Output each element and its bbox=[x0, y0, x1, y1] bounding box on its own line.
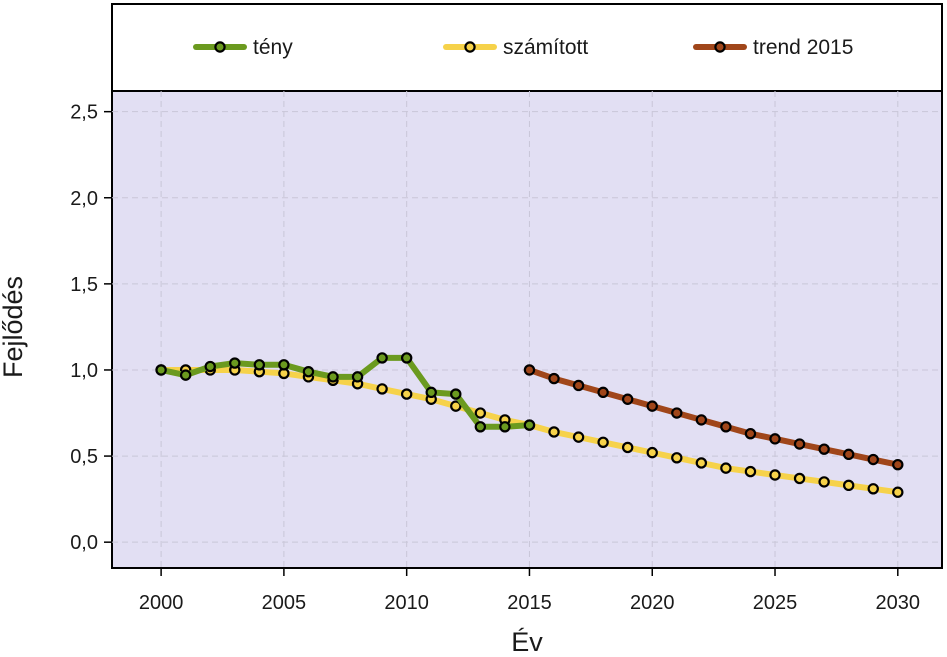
data-point bbox=[327, 371, 339, 383]
legend-frame bbox=[111, 3, 943, 92]
data-point bbox=[892, 486, 904, 498]
y-tick-label: 2,5 bbox=[70, 102, 98, 124]
legend-label: számított bbox=[503, 36, 588, 59]
series-tény bbox=[155, 352, 536, 433]
plot-background bbox=[111, 90, 943, 569]
legend-label: tény bbox=[253, 36, 293, 59]
x-tick-label: 2020 bbox=[630, 592, 675, 614]
data-point bbox=[523, 364, 536, 376]
data-point bbox=[523, 419, 536, 431]
data-point bbox=[597, 386, 609, 399]
data-point bbox=[155, 364, 167, 376]
y-tick-label: 0,0 bbox=[70, 532, 98, 554]
y-tick-label: 0,5 bbox=[70, 446, 98, 468]
data-point bbox=[769, 469, 781, 481]
data-point bbox=[376, 383, 388, 395]
data-point bbox=[572, 431, 585, 443]
data-point bbox=[204, 360, 216, 373]
legend-label: trend 2015 bbox=[753, 36, 853, 59]
x-tick-label: 2015 bbox=[507, 592, 552, 614]
data-point bbox=[720, 462, 732, 474]
data-point bbox=[867, 453, 879, 466]
y-tick-label: 1,5 bbox=[70, 274, 98, 296]
data-point bbox=[450, 400, 462, 412]
data-point bbox=[769, 433, 781, 445]
data-point bbox=[450, 388, 462, 400]
data-point bbox=[400, 352, 413, 364]
data-point bbox=[695, 457, 708, 469]
data-point bbox=[892, 458, 904, 471]
data-point bbox=[253, 359, 266, 371]
series-line bbox=[158, 354, 533, 430]
y-tick-label: 2,0 bbox=[70, 188, 98, 210]
legend-items: tény számított trend 2015 bbox=[193, 36, 853, 59]
data-point bbox=[278, 359, 290, 371]
plot-area bbox=[111, 90, 943, 569]
y-tick-label: 1,0 bbox=[70, 360, 98, 382]
x-tick-label: 2000 bbox=[139, 592, 184, 614]
data-point bbox=[376, 352, 388, 364]
data-point bbox=[744, 427, 757, 440]
data-point bbox=[548, 372, 560, 385]
legend-marker bbox=[714, 41, 726, 53]
data-point bbox=[867, 483, 879, 495]
data-point bbox=[474, 421, 487, 433]
data-point bbox=[302, 365, 315, 378]
data-point bbox=[744, 465, 757, 478]
x-tick-label: 2025 bbox=[753, 592, 798, 614]
data-point bbox=[842, 448, 855, 461]
y-axis-title: Fejlődés bbox=[0, 276, 28, 378]
x-tick-label: 2010 bbox=[384, 592, 429, 614]
legend-marker bbox=[464, 41, 476, 53]
data-point bbox=[646, 446, 658, 459]
legend-item: tény bbox=[193, 36, 293, 59]
series-trend-2015 bbox=[523, 364, 904, 471]
data-point bbox=[818, 443, 830, 455]
data-point bbox=[621, 441, 634, 454]
data-point bbox=[671, 407, 683, 419]
data-point bbox=[818, 476, 830, 488]
data-point bbox=[572, 379, 585, 392]
legend-item: trend 2015 bbox=[693, 36, 853, 59]
data-point bbox=[671, 452, 683, 464]
x-axis: 2000 2005 2010 2015 2020 2025 2030 bbox=[139, 568, 920, 614]
data-point bbox=[842, 479, 855, 492]
data-point bbox=[400, 388, 413, 400]
data-point bbox=[793, 472, 806, 485]
series-line bbox=[526, 366, 901, 468]
x-axis-title: Év bbox=[511, 627, 543, 657]
data-point bbox=[597, 436, 609, 448]
legend-item: számított bbox=[443, 36, 588, 59]
series-layer bbox=[155, 352, 904, 498]
data-point bbox=[548, 426, 560, 438]
data-point bbox=[695, 414, 708, 426]
data-point bbox=[499, 421, 511, 433]
data-point bbox=[425, 386, 437, 399]
data-point bbox=[474, 407, 487, 419]
data-point bbox=[229, 357, 241, 369]
data-point bbox=[720, 421, 732, 433]
y-axis: 0,0 0,5 1,0 1,5 2,0 2,5 bbox=[70, 102, 112, 554]
legend: tény számított trend 2015 bbox=[111, 3, 943, 92]
data-point bbox=[351, 371, 364, 383]
data-point bbox=[646, 400, 658, 412]
data-point bbox=[793, 438, 806, 450]
legend-marker bbox=[214, 41, 226, 53]
x-tick-label: 2030 bbox=[876, 592, 921, 614]
x-tick-label: 2005 bbox=[262, 592, 307, 614]
data-point bbox=[621, 393, 634, 405]
data-point bbox=[179, 369, 192, 381]
